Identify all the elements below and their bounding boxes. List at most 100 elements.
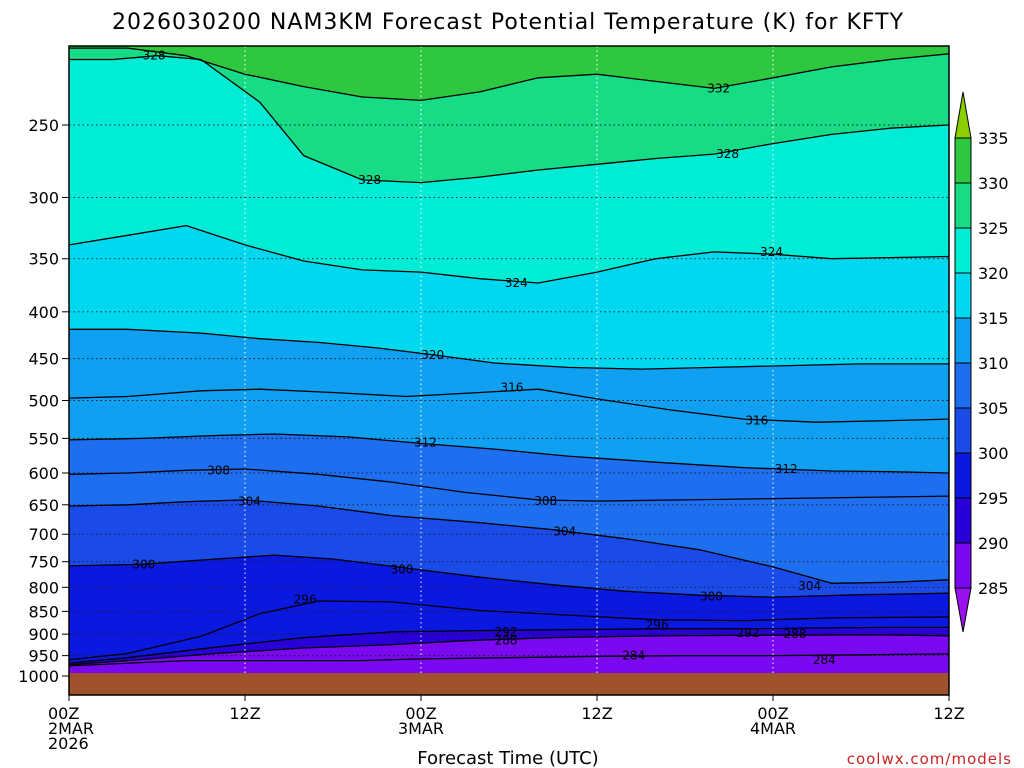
ytick-label-900: 900 <box>28 625 59 644</box>
fill-above-332 <box>69 46 949 101</box>
contour-332 <box>69 47 949 102</box>
xtick-label-12-0: 12Z <box>229 704 260 723</box>
xtick-label-0-1: 2MAR <box>48 719 94 738</box>
credit-text: coolwx.com/models <box>847 750 1012 768</box>
contour-label-296-1: 296 <box>646 618 669 632</box>
colorbar-label-300: 300 <box>978 444 1009 463</box>
contour-label-292-1: 292 <box>737 626 760 640</box>
contour-label-300-0: 300 <box>132 557 155 571</box>
colorbar-label-305: 305 <box>978 399 1009 418</box>
ytick-label-450: 450 <box>28 350 59 369</box>
contour-label-292-0: 292 <box>495 625 518 639</box>
colorbar-box-295 <box>954 452 972 499</box>
ytick-label-1000: 1000 <box>18 667 59 686</box>
colorbar-label-315: 315 <box>978 309 1009 328</box>
contour-label-288-0: 288 <box>495 633 518 647</box>
contour-328 <box>69 55 949 184</box>
colorbar-label-295: 295 <box>978 489 1009 508</box>
plot-frame <box>68 45 950 696</box>
contour-312 <box>69 433 949 474</box>
plot-area <box>69 46 949 673</box>
colorbar-label-310: 310 <box>978 354 1009 373</box>
colorbar-box-310 <box>954 317 972 364</box>
colorbar-box-300 <box>954 407 972 454</box>
colorbar-label-325: 325 <box>978 219 1009 238</box>
ytick-label-300: 300 <box>28 188 59 207</box>
contour-label-308-0: 308 <box>207 463 230 477</box>
colorbar-label-330: 330 <box>978 174 1009 193</box>
contour-label-328-0: 328 <box>143 49 166 63</box>
ground-surface <box>69 673 949 695</box>
contour-label-296-0: 296 <box>294 593 317 607</box>
xtick-label-48-0: 00Z <box>757 704 788 723</box>
ytick-label-550: 550 <box>28 429 59 448</box>
ytick-label-250: 250 <box>28 116 59 135</box>
xtick-label-36-0: 12Z <box>581 704 612 723</box>
contour-label-332-0: 332 <box>707 81 730 95</box>
xtick-label-24-0: 00Z <box>405 704 436 723</box>
contour-300 <box>69 554 949 598</box>
grid-lines <box>69 46 949 673</box>
contour-284 <box>69 653 949 667</box>
contour-label-304-1: 304 <box>553 524 576 538</box>
chart-title: 2026030200 NAM3KM Forecast Potential Tem… <box>112 10 904 35</box>
contour-lines <box>69 47 949 667</box>
ytick-label-800: 800 <box>28 578 59 597</box>
xtick-label-0-2: 2026 <box>48 734 89 753</box>
contour-296 <box>69 600 949 661</box>
contour-label-308-1: 308 <box>534 494 557 508</box>
contour-324 <box>69 224 949 284</box>
contour-292 <box>69 626 949 664</box>
y-axis: 250 300 350 400 450 500 550 600 650 700 750 800 850 9… <box>18 116 69 686</box>
ytick-label-850: 850 <box>28 602 59 621</box>
contour-308 <box>69 468 949 502</box>
x-axis-label: Forecast Time (UTC) <box>417 748 598 768</box>
shaded-fills <box>69 46 949 673</box>
contour-label-312-0: 312 <box>414 436 437 450</box>
contour-label-316-0: 316 <box>500 381 523 395</box>
colorbar: 285 290 295 300 305 310 315 320 325 330 335 <box>954 91 1009 633</box>
contour-label-300-1: 300 <box>390 563 413 577</box>
contour-label-288-1: 288 <box>784 627 807 641</box>
contour-label-320-0: 320 <box>421 348 444 362</box>
xtick-label-0-0: 00Z <box>48 704 79 723</box>
colorbar-box-290 <box>954 497 972 544</box>
contour-label-324-1: 324 <box>760 245 783 259</box>
contour-label-304-2: 304 <box>798 579 821 593</box>
colorbar-box-315 <box>954 272 972 319</box>
ytick-label-950: 950 <box>28 647 59 666</box>
ytick-label-400: 400 <box>28 303 59 322</box>
contour-label-284-0: 284 <box>622 649 645 663</box>
contour-320 <box>69 328 949 370</box>
ytick-label-350: 350 <box>28 250 59 269</box>
contour-label-304-0: 304 <box>238 495 261 509</box>
contour-label-312-1: 312 <box>775 462 798 476</box>
colorbar-label-285: 285 <box>978 579 1009 598</box>
xtick-label-24-1: 3MAR <box>398 719 444 738</box>
ytick-label-500: 500 <box>28 392 59 411</box>
xtick-label-60-0: 12Z <box>933 704 964 723</box>
colorbar-box-305 <box>954 362 972 409</box>
contour-label-300-2: 300 <box>700 590 723 604</box>
xtick-label-48-1: 4MAR <box>750 719 796 738</box>
ytick-label-750: 750 <box>28 553 59 572</box>
contour-288 <box>69 634 949 666</box>
colorbar-arrow-low <box>954 587 972 633</box>
contour-label-284-1: 284 <box>813 653 836 667</box>
contour-label-324-0: 324 <box>505 276 528 290</box>
colorbar-box-320 <box>954 227 972 274</box>
colorbar-arrow-high <box>954 91 972 139</box>
colorbar-label-320: 320 <box>978 264 1009 283</box>
ytick-label-700: 700 <box>28 525 59 544</box>
contour-304 <box>69 499 949 584</box>
colorbar-label-290: 290 <box>978 534 1009 553</box>
contour-316 <box>69 388 949 423</box>
contour-label-328-2: 328 <box>716 147 739 161</box>
contour-label-316-1: 316 <box>745 414 768 428</box>
ytick-label-650: 650 <box>28 496 59 515</box>
colorbar-label-335: 335 <box>978 129 1009 148</box>
contour-label-328-1: 328 <box>358 173 381 187</box>
